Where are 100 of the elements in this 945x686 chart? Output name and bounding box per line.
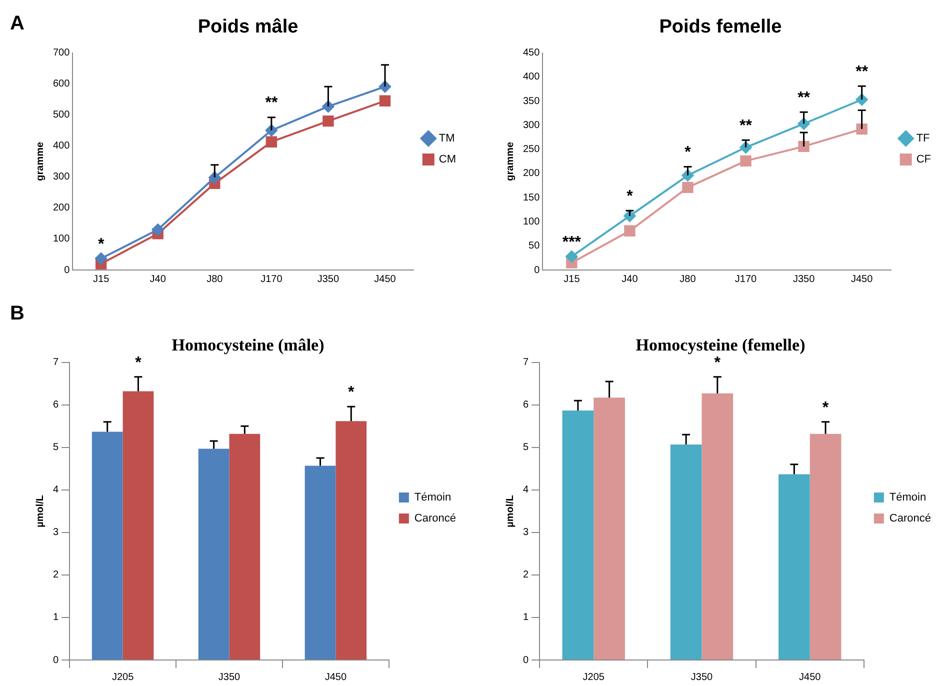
chart-title: Homocysteine (mâle): [172, 336, 324, 355]
legend-label: CF: [916, 154, 932, 166]
x-tick-label: J450: [799, 672, 822, 683]
point: [152, 224, 164, 236]
x-tick-label: J40: [622, 274, 638, 285]
point: [266, 136, 278, 148]
y-tick-label: 0: [523, 654, 529, 666]
bar: [810, 434, 842, 660]
bar: [304, 466, 336, 660]
x-tick-label: J450: [850, 274, 874, 285]
annotation: *: [714, 354, 722, 372]
y-tick-label: 5: [523, 442, 529, 454]
y-axis-title: µmol/L: [504, 494, 516, 528]
y-tick-label: 50: [528, 240, 540, 252]
bar: [562, 410, 594, 660]
y-tick-label: 3: [523, 527, 529, 538]
x-tick-label: J205: [112, 672, 134, 683]
bar: [92, 432, 123, 660]
legend-label: Caroncé: [414, 512, 456, 525]
y-tick-label: 400: [52, 140, 70, 152]
x-tick-label: J350: [792, 274, 816, 285]
y-axis-title: µmol/L: [34, 494, 46, 528]
y-tick-label: 400: [522, 72, 540, 83]
annotation: *: [348, 384, 356, 402]
y-tick-label: 1: [523, 612, 529, 624]
y-tick-label: 450: [522, 48, 540, 59]
chart-title: Poids mâle: [198, 16, 298, 38]
legend-label: TM: [438, 132, 455, 145]
x-tick-label: J80: [206, 274, 224, 285]
y-tick-label: 300: [522, 120, 540, 131]
legend-label: TF: [916, 132, 930, 145]
bar: [702, 393, 734, 660]
x-tick-label: J350: [317, 274, 340, 285]
y-tick-label: 6: [523, 400, 529, 411]
y-tick-label: 100: [52, 234, 70, 245]
y-tick-label: 0: [53, 654, 59, 666]
y-tick-label: 1: [53, 612, 59, 624]
y-tick-label: 250: [522, 144, 540, 156]
y-tick-label: 0: [64, 264, 70, 276]
x-tick-label: J170: [734, 274, 758, 285]
legend-label: Témoin: [889, 492, 926, 504]
y-tick-label: 5: [53, 442, 59, 454]
y-tick-label: 150: [522, 192, 540, 204]
point: [624, 225, 636, 236]
y-tick-label: 600: [52, 78, 70, 90]
bar: [229, 434, 260, 660]
chart-title: Poids femelle: [659, 16, 782, 38]
point: [798, 140, 810, 152]
annotation: *: [98, 236, 105, 253]
annotation: *: [135, 354, 142, 372]
x-tick-label: J170: [260, 274, 283, 285]
x-tick-label: J40: [150, 274, 166, 285]
y-tick-label: 300: [52, 172, 70, 183]
x-tick-label: J80: [680, 274, 696, 285]
point: [322, 115, 334, 127]
y-tick-label: 4: [53, 484, 59, 496]
annotation: *: [684, 144, 692, 162]
x-tick-label: J350: [218, 672, 241, 683]
point: [856, 123, 868, 135]
legend-label: Caroncé: [889, 512, 931, 525]
bar: [122, 391, 154, 660]
y-axis-title: gramme: [504, 142, 516, 181]
annotation: **: [265, 94, 278, 112]
bar: [778, 474, 810, 660]
bar: [594, 398, 625, 660]
legend-label: CM: [438, 154, 456, 166]
y-tick-label: 2: [523, 570, 529, 581]
text: B: [10, 302, 24, 325]
point: [682, 182, 694, 194]
y-tick-label: 200: [522, 168, 540, 180]
chart-title: Homocysteine (femelle): [636, 336, 806, 355]
y-tick-label: 7: [53, 357, 59, 368]
y-tick-label: 700: [52, 48, 70, 59]
point: [566, 250, 578, 262]
text: A: [10, 12, 24, 35]
bar: [198, 448, 230, 660]
y-tick-label: 3: [53, 527, 59, 538]
y-tick-label: 0: [534, 264, 540, 276]
point: [95, 252, 108, 265]
y-tick-label: 6: [53, 400, 59, 411]
y-tick-label: 2: [53, 570, 59, 581]
bar: [336, 421, 367, 660]
y-tick-label: 350: [522, 96, 540, 107]
annotation: *: [822, 399, 830, 416]
y-tick-label: 200: [52, 202, 70, 214]
x-tick-label: J350: [690, 672, 714, 683]
x-tick-label: J450: [324, 672, 347, 683]
point: [740, 155, 752, 167]
legend-label: Témoin: [414, 492, 452, 504]
y-tick-label: 7: [523, 357, 529, 368]
y-tick-label: 4: [523, 484, 529, 496]
annotation: **: [740, 118, 753, 135]
x-tick-label: J205: [582, 672, 605, 683]
bar: [670, 444, 702, 660]
point: [379, 95, 391, 106]
annotation: **: [798, 90, 811, 107]
x-tick-label: J15: [564, 274, 580, 285]
y-tick-label: 500: [52, 110, 70, 121]
x-tick-label: J15: [93, 274, 110, 285]
x-tick-label: J450: [374, 274, 396, 285]
